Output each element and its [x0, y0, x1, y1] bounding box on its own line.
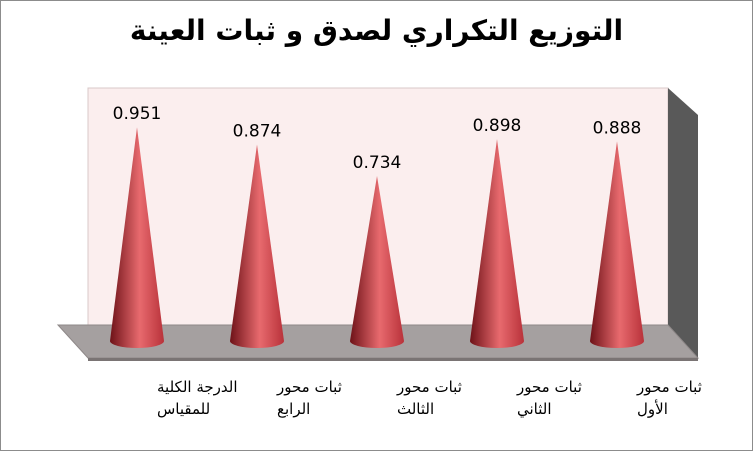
data-label: 0.734 [353, 153, 402, 173]
cone-bar [470, 139, 524, 348]
category-label: ثبات محور [396, 378, 462, 396]
cone-bar [590, 141, 644, 348]
category-label: الأول [637, 399, 668, 418]
data-label: 0.951 [113, 104, 162, 124]
category-label: الرابع [277, 400, 310, 418]
category-label: للمقياس [157, 400, 210, 418]
cone-bar [110, 127, 164, 348]
category-label: ثبات محور [636, 378, 702, 396]
side-wall [668, 88, 698, 358]
category-label: ثبات محور [516, 378, 582, 396]
data-label: 0.898 [473, 116, 522, 136]
floor-edge [88, 358, 698, 361]
category-label: الثاني [517, 400, 552, 419]
cone-bar [350, 175, 404, 348]
data-label: 0.888 [593, 118, 642, 138]
category-label: ثبات محور [276, 378, 342, 396]
category-label: الدرجة الكلية [157, 378, 238, 396]
cone-bar [230, 144, 284, 348]
chart-title: التوزيع التكراري لصدق و ثبات العينة [129, 14, 624, 47]
data-label: 0.874 [233, 122, 282, 142]
category-label: الثالث [397, 400, 434, 418]
